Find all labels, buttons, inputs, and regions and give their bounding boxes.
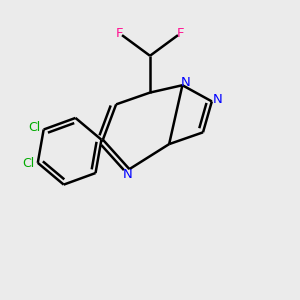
Text: F: F [177, 27, 185, 40]
Text: N: N [213, 93, 223, 106]
Text: N: N [123, 168, 133, 181]
Text: F: F [115, 27, 123, 40]
Text: Cl: Cl [29, 121, 41, 134]
Text: N: N [181, 76, 191, 89]
Text: Cl: Cl [22, 157, 34, 170]
